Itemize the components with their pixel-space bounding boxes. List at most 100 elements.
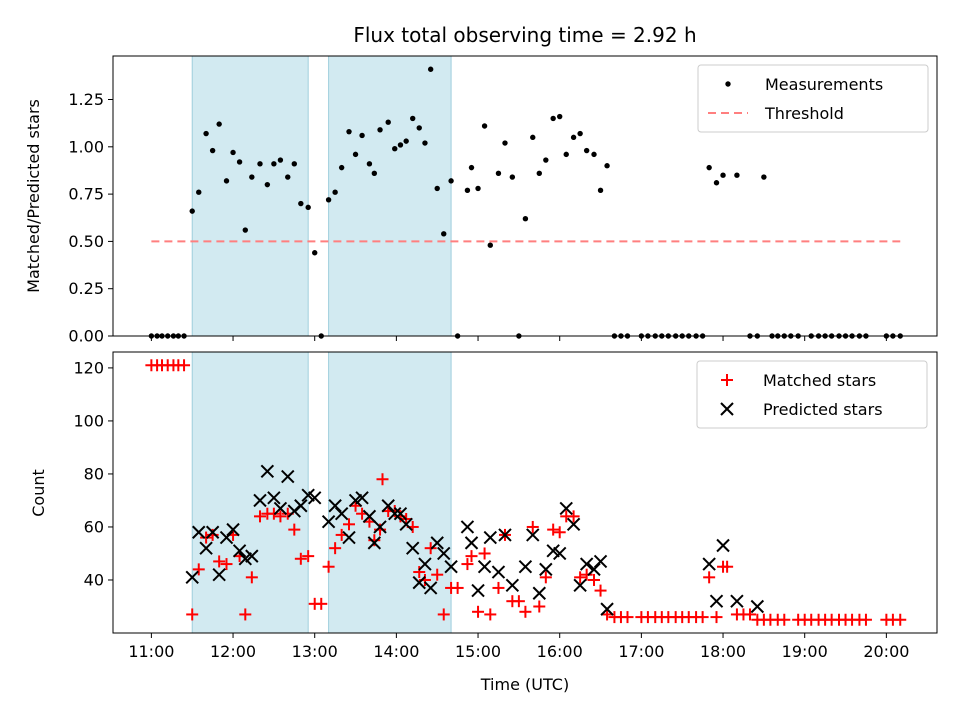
matched-stars-point — [492, 581, 505, 594]
predicted-stars-point — [192, 525, 206, 539]
measurement-point — [591, 151, 597, 158]
marker-stroke — [430, 536, 444, 550]
matched-stars-point — [329, 542, 342, 555]
predicted-stars-point — [539, 562, 553, 577]
measurement-point — [502, 140, 508, 146]
marker-stroke — [546, 544, 560, 558]
bottom-axes-frame — [112, 351, 938, 634]
shaded-interval — [328, 351, 452, 634]
y-tick-label: 40 — [84, 570, 104, 589]
marker-stroke — [388, 507, 402, 521]
predicted-stars-point — [430, 536, 444, 550]
marker-stroke — [205, 525, 220, 539]
matched-stars-point — [322, 560, 335, 573]
count-points — [145, 359, 907, 626]
marker-stroke — [334, 507, 349, 521]
predicted-stars-point — [205, 525, 220, 539]
matched-stars-point — [413, 566, 426, 579]
measurement-point — [312, 250, 318, 256]
predicted-stars-point — [553, 546, 567, 561]
shaded-interval — [328, 55, 452, 337]
x-tick-label: 11:00 — [128, 642, 174, 661]
marker-stroke — [267, 491, 281, 505]
predicted-stars-point — [185, 570, 199, 585]
top-axes-frame — [112, 55, 938, 337]
marker-stroke — [226, 522, 240, 537]
predicted-stars-point — [388, 507, 402, 521]
marker-stroke — [566, 517, 581, 532]
predicted-stars-point — [399, 517, 413, 532]
measurement-point — [509, 174, 516, 180]
matched-stars-point — [484, 608, 497, 621]
predicted-stars-point — [260, 464, 275, 478]
predicted-stars-point — [418, 557, 432, 571]
predicted-stars-point — [709, 594, 724, 608]
shaded-interval — [191, 55, 309, 337]
legend-threshold-label: Threshold — [764, 104, 844, 123]
marker-stroke — [477, 560, 492, 574]
matched-stars-point — [710, 611, 723, 624]
y-tick-label: 0.75 — [68, 185, 104, 204]
measurement-point — [346, 128, 352, 135]
measurement-point — [706, 164, 712, 171]
measurement-point — [277, 157, 284, 163]
marker-stroke — [367, 536, 382, 550]
predicted-stars-point — [483, 530, 497, 545]
marker-stroke — [253, 493, 267, 508]
marker-stroke — [406, 541, 420, 555]
matched-stars-point — [376, 473, 389, 486]
matched-stars-point — [894, 613, 907, 626]
predicted-stars-point — [579, 557, 594, 571]
predicted-stars-point — [460, 520, 475, 534]
predicted-stars-point — [532, 586, 546, 600]
measurement-point — [385, 119, 391, 125]
matched-stars-point — [288, 523, 301, 536]
marker-stroke — [505, 578, 520, 592]
measurement-point — [543, 157, 549, 163]
measurement-point — [332, 189, 338, 195]
top-y-axis-label: Matched/Predicted stars — [24, 99, 43, 293]
x-tick-label: 14:00 — [373, 642, 419, 661]
marker-stroke — [498, 528, 512, 542]
predicted-stars-point — [294, 499, 308, 513]
matched-stars-point — [192, 563, 205, 576]
measurement-point — [604, 163, 610, 169]
marker-stroke — [412, 575, 426, 590]
matched-stars-point — [588, 573, 601, 586]
matched-stars-point — [539, 571, 552, 584]
marker-stroke — [199, 541, 213, 555]
matched-stars-point — [245, 571, 258, 584]
measurement-point — [713, 180, 720, 186]
y-tick-label: 1.00 — [68, 137, 104, 156]
legend-measurements-marker — [725, 81, 731, 87]
predicted-stars-point — [212, 567, 226, 582]
matched-stars-point — [512, 595, 525, 608]
marker-stroke — [273, 501, 288, 516]
x-tick-label: 18:00 — [700, 642, 746, 661]
measurement-point — [720, 172, 726, 178]
predicted-stars-point — [600, 602, 614, 616]
matched-stars-point — [178, 359, 191, 372]
measurement-point — [325, 197, 332, 203]
matched-stars-point — [186, 608, 199, 621]
marker-stroke — [294, 499, 308, 513]
predicted-stars-point — [505, 578, 520, 592]
bottom-y-axis-label: Count — [29, 469, 48, 517]
measurement-point — [481, 123, 488, 129]
matched-stars-point — [239, 608, 252, 621]
bottom-legend-box — [696, 360, 928, 429]
measurement-point — [223, 178, 230, 184]
marker-stroke — [185, 570, 199, 585]
matched-stars-point — [472, 605, 485, 618]
x-tick-label: 15:00 — [455, 642, 501, 661]
marker-stroke — [750, 599, 765, 614]
marker-stroke — [702, 557, 716, 571]
predicted-stars-point — [342, 530, 356, 545]
measurement-point — [257, 161, 263, 167]
legend-measurements-label: Measurements — [765, 75, 883, 94]
measurement-point — [597, 187, 604, 194]
matched-stars-point — [437, 608, 450, 621]
marker-stroke — [553, 546, 567, 561]
marker-stroke — [301, 488, 315, 502]
predicted-stars-point — [355, 491, 369, 505]
